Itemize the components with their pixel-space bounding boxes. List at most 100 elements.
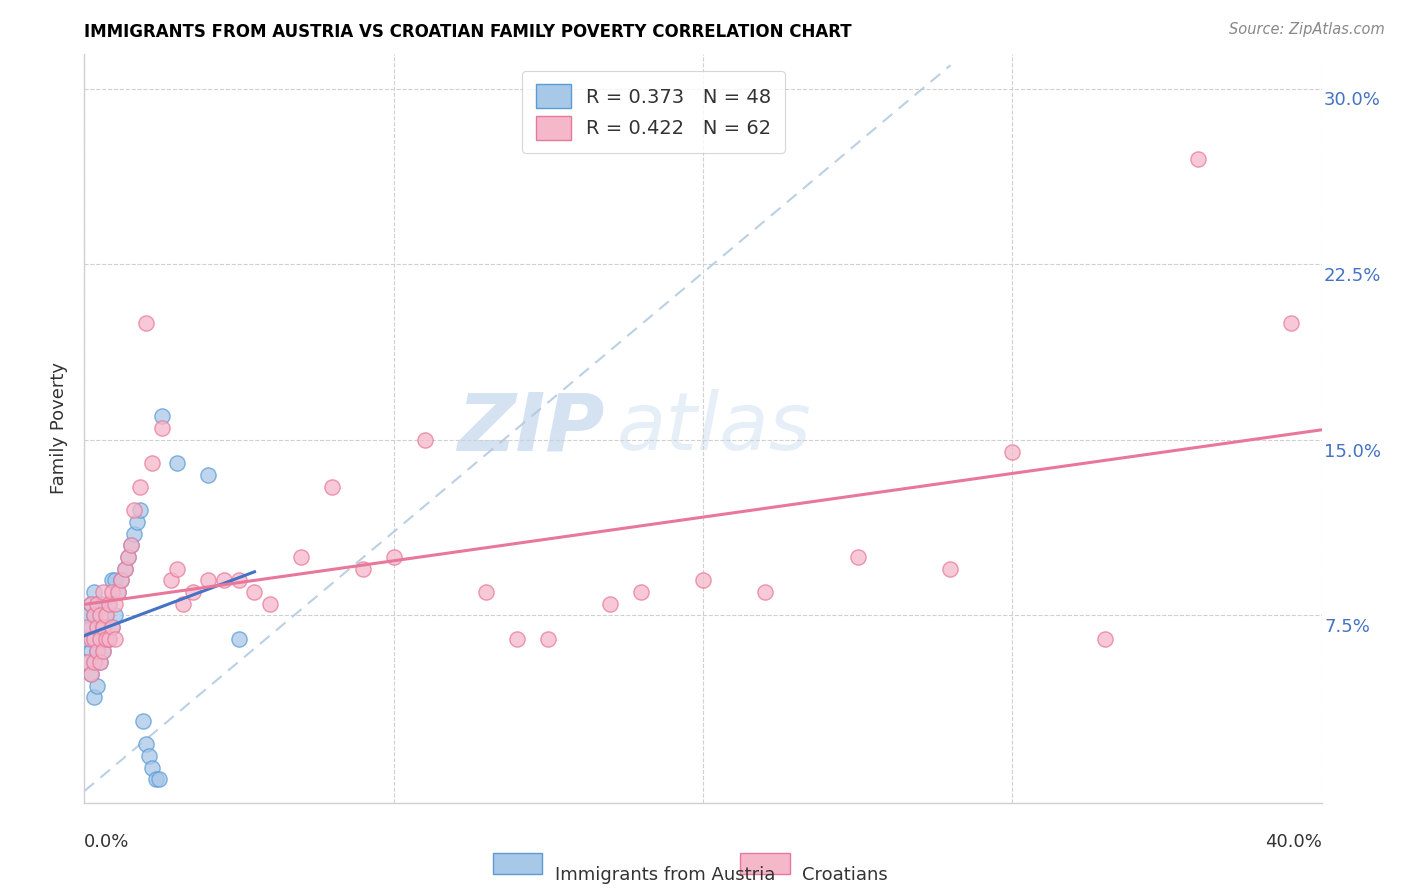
- Point: [107, 585, 129, 599]
- Point: [122, 526, 145, 541]
- Point: [1094, 632, 1116, 646]
- Point: [86, 597, 108, 611]
- Point: [181, 585, 204, 599]
- Point: [212, 574, 235, 588]
- Point: [76, 620, 98, 634]
- Point: [166, 562, 188, 576]
- Point: [141, 761, 163, 775]
- Text: ZIP: ZIP: [457, 389, 605, 467]
- Point: [939, 562, 962, 576]
- Point: [290, 549, 312, 564]
- Point: [352, 562, 374, 576]
- Point: [91, 597, 114, 611]
- Point: [76, 632, 98, 646]
- Point: [120, 538, 142, 552]
- Point: [160, 574, 183, 588]
- Text: 15.0%: 15.0%: [1324, 442, 1381, 460]
- Point: [148, 772, 170, 787]
- Point: [79, 667, 101, 681]
- Point: [79, 620, 101, 634]
- Text: 30.0%: 30.0%: [1324, 91, 1381, 110]
- Text: Croatians: Croatians: [801, 866, 887, 885]
- Bar: [492, 853, 543, 874]
- Point: [630, 585, 652, 599]
- Y-axis label: Family Poverty: Family Poverty: [51, 362, 69, 494]
- Point: [79, 597, 101, 611]
- Point: [120, 538, 142, 552]
- Point: [79, 632, 101, 646]
- Point: [692, 574, 714, 588]
- Point: [89, 608, 111, 623]
- Point: [76, 655, 98, 669]
- Text: Immigrants from Austria: Immigrants from Austria: [554, 866, 775, 885]
- Point: [83, 655, 105, 669]
- Text: IMMIGRANTS FROM AUSTRIA VS CROATIAN FAMILY POVERTY CORRELATION CHART: IMMIGRANTS FROM AUSTRIA VS CROATIAN FAMI…: [84, 23, 852, 41]
- Point: [86, 679, 108, 693]
- Point: [117, 549, 139, 564]
- Point: [1187, 152, 1209, 166]
- Point: [110, 574, 132, 588]
- Text: 7.5%: 7.5%: [1324, 618, 1369, 636]
- Point: [76, 608, 98, 623]
- Point: [129, 503, 152, 517]
- Point: [475, 585, 498, 599]
- Point: [172, 597, 194, 611]
- Bar: [740, 853, 790, 874]
- Point: [259, 597, 281, 611]
- Point: [537, 632, 560, 646]
- Point: [135, 737, 157, 751]
- Point: [98, 632, 121, 646]
- Point: [83, 585, 105, 599]
- Point: [122, 503, 145, 517]
- Legend: R = 0.373   N = 48, R = 0.422   N = 62: R = 0.373 N = 48, R = 0.422 N = 62: [522, 70, 785, 153]
- Point: [1001, 444, 1024, 458]
- Point: [228, 574, 250, 588]
- Text: Source: ZipAtlas.com: Source: ZipAtlas.com: [1229, 22, 1385, 37]
- Point: [91, 620, 114, 634]
- Point: [104, 608, 127, 623]
- Point: [135, 316, 157, 330]
- Point: [101, 620, 124, 634]
- Point: [110, 574, 132, 588]
- Point: [141, 456, 163, 470]
- Point: [86, 643, 108, 657]
- Point: [321, 480, 343, 494]
- Point: [94, 632, 117, 646]
- Point: [91, 620, 114, 634]
- Point: [145, 772, 167, 787]
- Point: [132, 714, 155, 728]
- Point: [846, 549, 869, 564]
- Point: [98, 597, 121, 611]
- Point: [413, 433, 436, 447]
- Point: [166, 456, 188, 470]
- Text: 40.0%: 40.0%: [1265, 833, 1322, 851]
- Point: [599, 597, 621, 611]
- Text: atlas: atlas: [616, 389, 811, 467]
- Point: [86, 597, 108, 611]
- Point: [83, 608, 105, 623]
- Point: [150, 421, 173, 435]
- Point: [83, 608, 105, 623]
- Point: [89, 655, 111, 669]
- Text: 22.5%: 22.5%: [1324, 267, 1382, 285]
- Point: [101, 585, 124, 599]
- Point: [86, 620, 108, 634]
- Point: [117, 549, 139, 564]
- Point: [101, 620, 124, 634]
- Point: [114, 562, 136, 576]
- Point: [79, 597, 101, 611]
- Point: [150, 409, 173, 424]
- Text: 0.0%: 0.0%: [84, 833, 129, 851]
- Point: [94, 608, 117, 623]
- Point: [76, 655, 98, 669]
- Point: [83, 690, 105, 705]
- Point: [107, 585, 129, 599]
- Point: [104, 597, 127, 611]
- Point: [94, 608, 117, 623]
- Point: [79, 643, 101, 657]
- Point: [104, 574, 127, 588]
- Point: [101, 574, 124, 588]
- Point: [89, 655, 111, 669]
- Point: [228, 632, 250, 646]
- Point: [83, 632, 105, 646]
